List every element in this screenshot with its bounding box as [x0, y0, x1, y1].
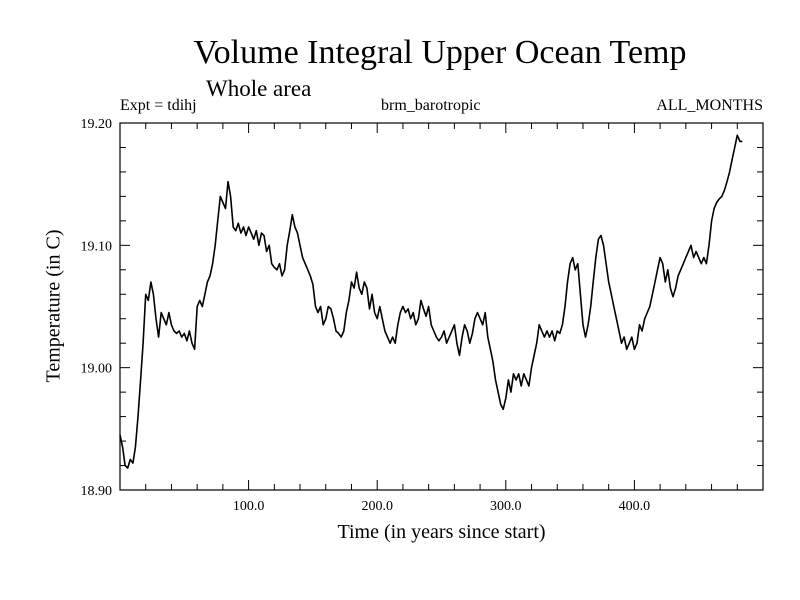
x-tick-label: 100.0 — [233, 499, 265, 514]
y-axis-label: Temperature (in C) — [42, 229, 65, 383]
x-tick-label: 200.0 — [361, 499, 393, 514]
x-tick-label: 400.0 — [619, 499, 651, 514]
y-tick-label: 19.00 — [81, 362, 113, 377]
y-tick-label: 19.20 — [81, 117, 113, 132]
temperature-series-line — [119, 134, 743, 469]
plot-frame — [119, 122, 764, 491]
x-axis-label: Time (in years since start) — [337, 521, 546, 543]
y-tick-label: 19.10 — [81, 239, 113, 254]
experiment-label: Expt = tdihj — [120, 97, 197, 114]
y-tick-label: 18.90 — [81, 484, 113, 499]
run-label: brm_barotropic — [381, 97, 481, 114]
chart-title: Volume Integral Upper Ocean Temp — [193, 34, 687, 71]
months-label: ALL_MONTHS — [656, 97, 763, 114]
x-tick-label: 300.0 — [490, 499, 522, 514]
chart-subtitle: Whole area — [206, 76, 312, 101]
